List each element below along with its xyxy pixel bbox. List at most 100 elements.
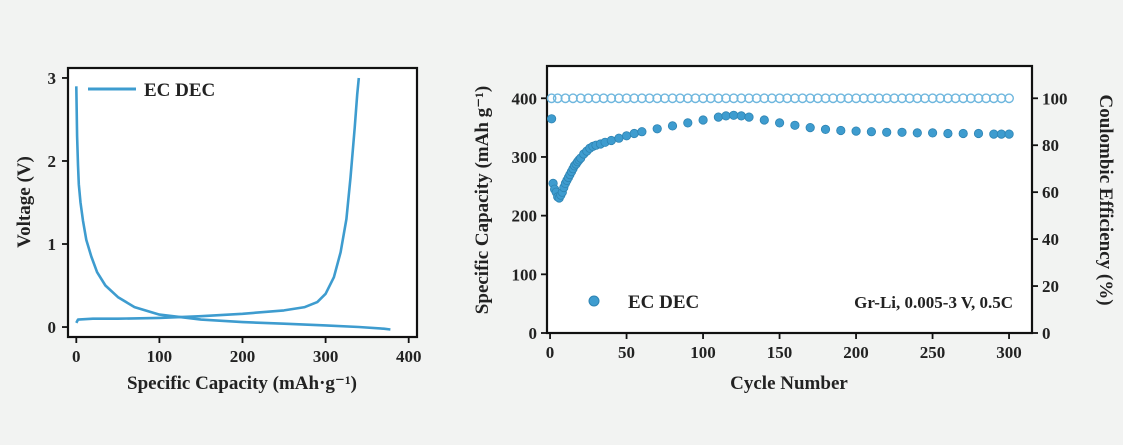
coulombic-efficiency-point bbox=[698, 93, 708, 104]
right-plot-frame bbox=[545, 64, 1034, 335]
coulombic-efficiency-point bbox=[575, 93, 586, 104]
capacity-point bbox=[652, 124, 662, 134]
right-x-tick-label: 200 bbox=[843, 343, 869, 362]
coulombic-efficiency-point bbox=[744, 93, 754, 104]
left-x-tick-labels: 0 100 200 300 400 bbox=[72, 337, 421, 366]
right-x-tick-label: 150 bbox=[767, 343, 793, 362]
capacity-point bbox=[989, 129, 999, 139]
capacity-point bbox=[667, 121, 678, 131]
right-x-axis-label: Cycle Number bbox=[730, 373, 848, 394]
coulombic-efficiency-point bbox=[774, 93, 785, 104]
coulombic-efficiency-point bbox=[728, 93, 739, 104]
left-plot-frame bbox=[66, 66, 419, 339]
right-x-tick-label: 100 bbox=[690, 343, 716, 362]
coulombic-efficiency-point bbox=[637, 93, 647, 104]
capacity-point bbox=[851, 126, 861, 136]
capacity-point bbox=[736, 111, 746, 121]
left-x-tick-label: 0 bbox=[72, 347, 81, 366]
right-x-tick-label: 50 bbox=[618, 343, 635, 362]
cycling-performance-chart: 0 50 100 150 200 250 300 0 100 200 300 400 0 20 40 60… bbox=[472, 64, 1116, 394]
capacity-point bbox=[866, 127, 877, 137]
left-legend-label: EC DEC bbox=[144, 80, 215, 101]
capacity-point bbox=[774, 118, 785, 128]
capacity-point bbox=[973, 128, 984, 139]
coulombic-efficiency-point bbox=[546, 93, 557, 104]
capacity-point bbox=[820, 124, 831, 134]
voltage-curve-discharge bbox=[75, 86, 391, 331]
right-y2-tick-label: 20 bbox=[1042, 277, 1059, 296]
left-y-axis-label: Voltage (V) bbox=[14, 156, 35, 248]
coulombic-efficiency-point bbox=[988, 93, 999, 104]
left-x-tick-label: 300 bbox=[313, 347, 339, 366]
left-x-tick-label: 400 bbox=[396, 347, 422, 366]
left-y-tick-labels: 0 1 2 3 bbox=[48, 69, 68, 337]
coulombic-efficiency-point bbox=[682, 93, 693, 104]
coulombic-efficiency-point bbox=[606, 93, 617, 104]
left-y-tick-label: 2 bbox=[48, 152, 57, 171]
capacity-point bbox=[897, 127, 907, 137]
capacity-point bbox=[882, 127, 892, 137]
coulombic-efficiency-point bbox=[790, 93, 800, 104]
capacity-point bbox=[713, 112, 724, 122]
right-x-tick-label: 300 bbox=[996, 343, 1022, 362]
right-y-tick-label: 400 bbox=[512, 89, 538, 108]
coulombic-efficiency-point bbox=[713, 93, 724, 104]
voltage-curve-charge bbox=[75, 77, 361, 324]
coulombic-efficiency-point bbox=[996, 93, 1007, 104]
capacity-point bbox=[927, 128, 938, 138]
coulombic-efficiency-point bbox=[927, 93, 938, 104]
voltage-profile-chart: 0 100 200 300 400 0 1 2 3 Specific Capacity (mA… bbox=[14, 66, 421, 394]
left-series-layer bbox=[75, 77, 391, 331]
capacity-point bbox=[683, 118, 693, 128]
capacity-point bbox=[759, 115, 769, 125]
coulombic-efficiency-point bbox=[667, 93, 678, 104]
right-y-tick-label: 300 bbox=[512, 148, 538, 167]
right-y-tick-label: 200 bbox=[512, 207, 538, 226]
right-x-tick-label: 250 bbox=[920, 343, 946, 362]
right-y2-tick-label: 0 bbox=[1042, 324, 1051, 343]
coulombic-efficiency-point bbox=[591, 93, 601, 104]
coulombic-efficiency-point bbox=[958, 93, 969, 104]
capacity-point bbox=[912, 128, 922, 138]
coulombic-efficiency-point bbox=[805, 93, 816, 104]
right-y2-tick-label: 60 bbox=[1042, 183, 1059, 202]
coulombic-efficiency-point bbox=[851, 93, 861, 104]
coulombic-efficiency-point bbox=[843, 93, 854, 104]
left-x-axis-label: Specific Capacity (mAh·g⁻¹) bbox=[127, 373, 357, 394]
right-legend-marker bbox=[588, 295, 600, 307]
coulombic-efficiency-point bbox=[560, 93, 571, 104]
capacity-point bbox=[546, 114, 557, 124]
capacity-point bbox=[744, 112, 754, 122]
right-legend-label: EC DEC bbox=[628, 292, 699, 313]
coulombic-efficiency-point bbox=[912, 93, 923, 104]
right-y-tick-label: 0 bbox=[529, 324, 538, 343]
coulombic-efficiency-point bbox=[866, 93, 877, 104]
right-y2-tick-labels: 0 20 40 60 80 100 bbox=[1032, 89, 1068, 343]
coulombic-efficiency-point bbox=[835, 93, 846, 104]
capacity-point bbox=[790, 120, 800, 130]
capacity-point bbox=[614, 133, 624, 143]
left-y-tick-label: 3 bbox=[48, 69, 57, 88]
capacity-point bbox=[721, 111, 731, 121]
capacity-point bbox=[805, 123, 815, 133]
coulombic-efficiency-point bbox=[820, 93, 831, 104]
right-y-tick-labels: 0 100 200 300 400 bbox=[512, 89, 547, 343]
coulombic-efficiency-point bbox=[920, 93, 930, 104]
left-y-tick-label: 0 bbox=[48, 318, 57, 337]
coulombic-efficiency-point bbox=[973, 93, 984, 104]
right-y2-axis-label: Coulombic Efficiency (%) bbox=[1095, 94, 1116, 305]
test-condition-note: Gr-Li, 0.005-3 V, 0.5C bbox=[854, 293, 1013, 312]
coulombic-efficiency-point bbox=[881, 93, 892, 104]
left-y-tick-label: 1 bbox=[48, 235, 57, 254]
right-y-axis-label: Specific Capacity (mAh g⁻¹) bbox=[472, 86, 493, 314]
capacity-point bbox=[629, 128, 639, 139]
capacity-point bbox=[637, 127, 647, 137]
capacity-point bbox=[729, 110, 739, 120]
capacity-point bbox=[836, 125, 846, 136]
right-y-tick-label: 100 bbox=[512, 265, 538, 284]
right-y2-tick-label: 40 bbox=[1042, 230, 1059, 249]
right-y2-tick-label: 80 bbox=[1042, 136, 1059, 155]
right-y2-tick-label: 100 bbox=[1042, 89, 1068, 108]
right-x-tick-labels: 0 50 100 150 200 250 300 bbox=[546, 333, 1022, 362]
